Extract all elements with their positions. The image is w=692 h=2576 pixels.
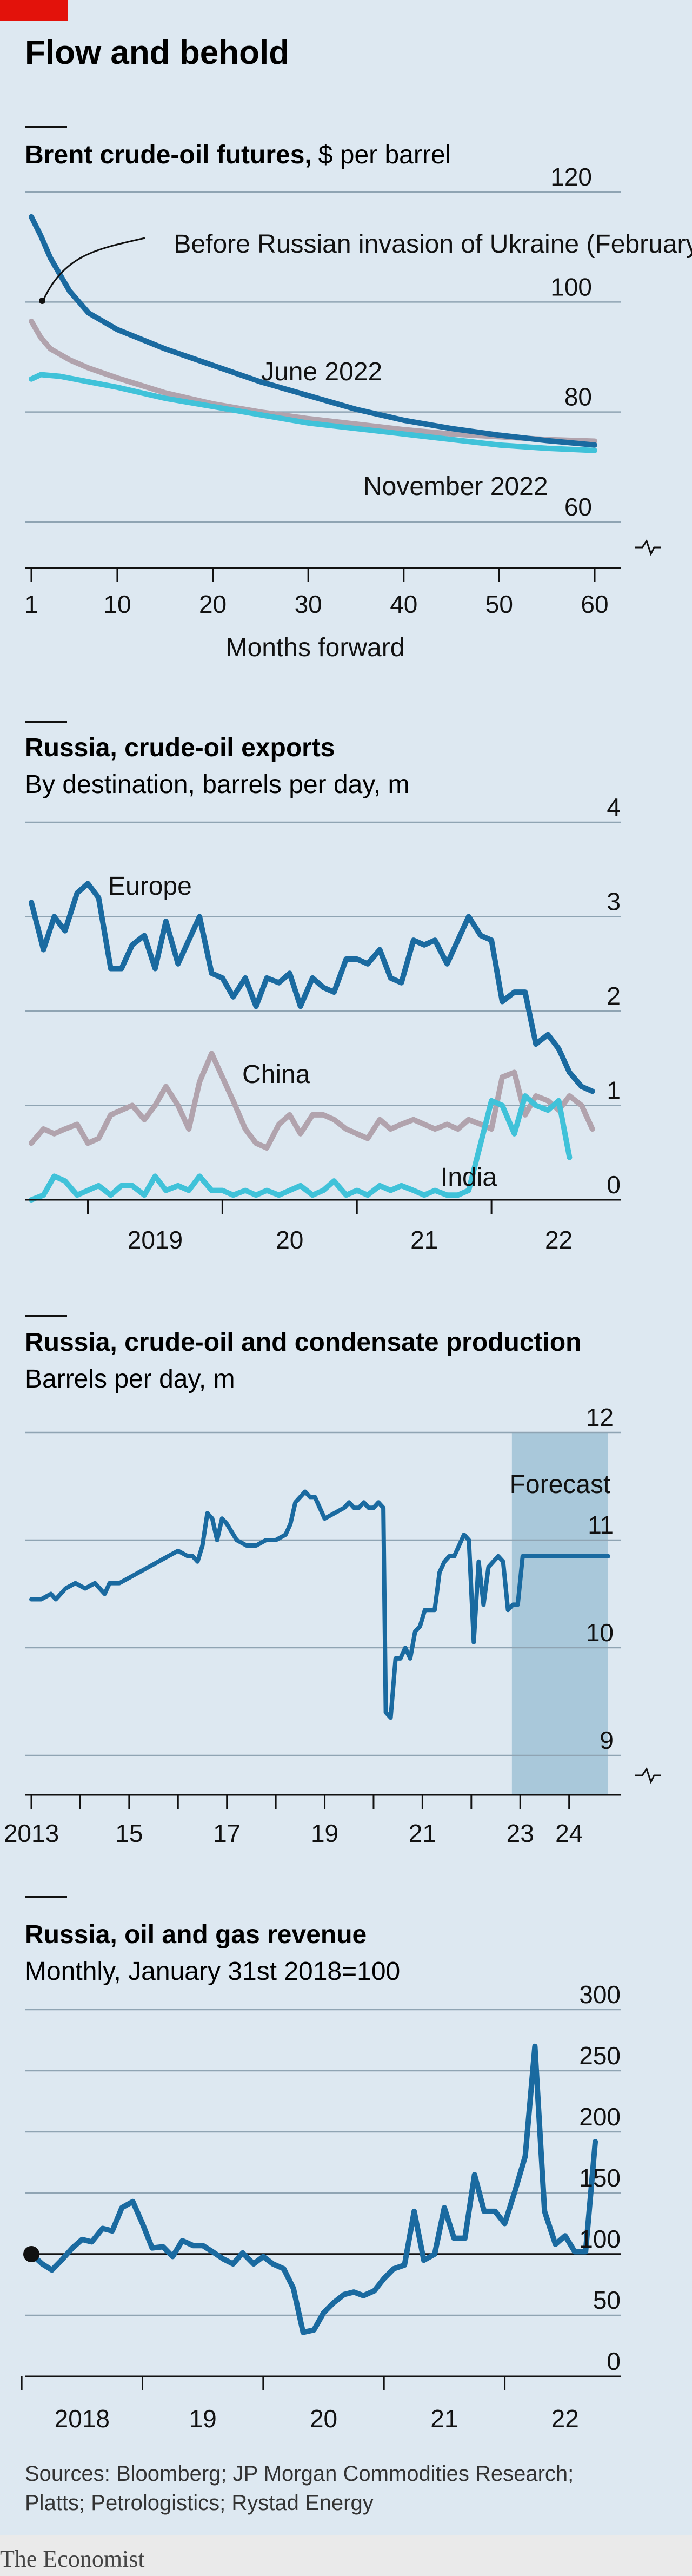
series-line-main xyxy=(29,1489,610,1720)
panel-title: Russia, crude-oil exports xyxy=(25,734,335,762)
y-tick-label: 80 xyxy=(564,383,592,411)
x-tick-label: 19 xyxy=(311,1819,338,1847)
axis-break-icon xyxy=(635,1767,661,1784)
svg-text:Before Russian invasion of Ukr: Before Russian invasion of Ukraine (Febr… xyxy=(174,230,692,259)
annotation-dot xyxy=(39,298,45,304)
y-tick-label: 9 xyxy=(600,1726,614,1754)
series-line-november xyxy=(29,372,597,453)
forecast-label: Forecast xyxy=(510,1470,611,1499)
x-tick-label: 19 xyxy=(189,2405,217,2433)
series-line-europe xyxy=(29,881,595,1094)
brand-logo: The Economist xyxy=(0,2546,145,2572)
sources-line-1: Sources: Bloomberg; JP Morgan Commoditie… xyxy=(25,2462,574,2486)
panel-subtitle: Monthly, January 31st 2018=100 xyxy=(25,1957,400,1986)
footer-band xyxy=(0,2535,692,2576)
series-line-before xyxy=(29,318,597,444)
y-tick-label: 50 xyxy=(593,2286,621,2314)
accent-bar xyxy=(0,0,68,21)
series-line-main xyxy=(29,2043,598,2335)
y-tick-label: 60 xyxy=(564,493,592,521)
forecast-band xyxy=(511,1432,608,1795)
axis-break-icon xyxy=(635,539,661,556)
main-title: Flow and behold xyxy=(25,34,289,71)
panel-rule xyxy=(25,1896,67,1898)
x-tick-label: 22 xyxy=(545,1226,573,1254)
y-tick-label: 120 xyxy=(550,163,592,191)
x-axis-label: Months forward xyxy=(226,633,405,662)
y-tick-label: 250 xyxy=(579,2042,621,2070)
y-tick-label: 11 xyxy=(588,1511,614,1539)
x-tick-label: 23 xyxy=(507,1819,534,1847)
y-tick-label: 150 xyxy=(579,2164,621,2192)
panel-title: Russia, oil and gas revenue xyxy=(25,1920,367,1949)
x-tick-label: 20 xyxy=(199,590,227,618)
y-tick-label: 0 xyxy=(607,2347,621,2375)
x-tick-label: 21 xyxy=(409,1819,436,1847)
y-tick-label: 3 xyxy=(607,888,621,916)
annotation-pointer xyxy=(42,237,145,301)
panel-rule xyxy=(25,126,67,128)
series-label-india: India xyxy=(441,1163,497,1192)
series-line-india xyxy=(29,1093,573,1203)
series-label-november: November 2022 xyxy=(363,472,548,501)
x-tick-label: 30 xyxy=(295,590,322,618)
x-tick-label: 24 xyxy=(555,1819,583,1847)
y-tick-label: 12 xyxy=(586,1403,614,1431)
x-tick-label: 1 xyxy=(24,590,38,618)
russia-revenue-panel: Russia, oil and gas revenue Monthly, Jan… xyxy=(21,1896,621,2433)
series-label-china: China xyxy=(242,1060,310,1089)
series-label-before-invasion: Before Russian invasion of Ukraine (Febr… xyxy=(174,230,692,259)
x-tick-label: 22 xyxy=(551,2405,579,2433)
x-tick-label: 21 xyxy=(430,2405,458,2433)
brent-futures-panel: Brent crude-oil futures, $ per barrel 60 8… xyxy=(24,126,692,662)
x-tick-label: 60 xyxy=(581,590,608,618)
panel-rule xyxy=(25,1315,67,1317)
x-tick-label: 40 xyxy=(390,590,417,618)
x-tick-label: 20 xyxy=(310,2405,337,2433)
panel-title: Brent crude-oil futures, $ per barrel xyxy=(25,141,451,169)
y-tick-label: 100 xyxy=(579,2225,621,2253)
y-tick-label: 0 xyxy=(607,1171,621,1199)
x-tick-label: 10 xyxy=(103,590,131,618)
x-tick-label: 50 xyxy=(485,590,513,618)
x-tick-label: 15 xyxy=(115,1819,143,1847)
x-tick-label: 2019 xyxy=(128,1226,183,1254)
x-tick-label: 20 xyxy=(276,1226,303,1254)
series-line-china xyxy=(29,1051,595,1151)
panel-subtitle: By destination, barrels per day, m xyxy=(25,770,409,799)
x-tick-label: 17 xyxy=(213,1819,241,1847)
y-tick-label: 1 xyxy=(607,1076,621,1105)
y-tick-label: 10 xyxy=(586,1619,614,1647)
y-tick-label: 2 xyxy=(607,982,621,1010)
x-tick-label: 2018 xyxy=(55,2405,110,2433)
series-label-june: June 2022 xyxy=(261,358,382,386)
baseline-marker xyxy=(23,2246,39,2262)
y-tick-label: 300 xyxy=(579,1980,621,2009)
panel-title: Russia, crude-oil and condensate product… xyxy=(25,1328,581,1357)
y-tick-label: 100 xyxy=(550,273,592,301)
panel-rule xyxy=(25,721,67,723)
russia-production-panel: Russia, crude-oil and condensate product… xyxy=(4,1315,661,1847)
y-tick-label: 4 xyxy=(607,793,621,821)
panel-subtitle: Barrels per day, m xyxy=(25,1365,235,1393)
russia-exports-panel: Russia, crude-oil exports By destination… xyxy=(25,721,621,1254)
x-tick-label: 2013 xyxy=(4,1819,59,1847)
y-tick-label: 200 xyxy=(579,2103,621,2131)
x-tick-label: 21 xyxy=(410,1226,438,1254)
sources-line-2: Platts; Petrologistics; Rystad Energy xyxy=(25,2491,374,2515)
series-label-europe: Europe xyxy=(108,872,192,901)
